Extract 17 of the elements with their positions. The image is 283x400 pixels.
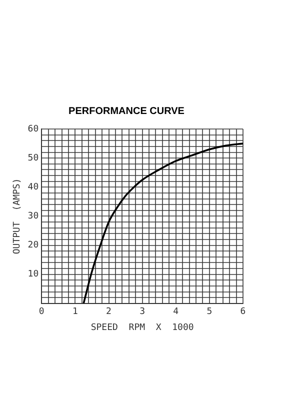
x-tick-label: 2 <box>106 307 112 318</box>
y-tick-label: 10 <box>28 270 39 280</box>
y-tick-label: 60 <box>28 124 39 134</box>
x-tick-label: 4 <box>173 307 179 318</box>
x-tick-label: 1 <box>72 307 78 318</box>
y-tick-label: 50 <box>28 153 39 164</box>
x-axis-title: SPEED RPM X 1000 <box>90 322 194 333</box>
y-tick-label: 30 <box>28 212 39 222</box>
line-series <box>82 142 243 304</box>
x-tick-label: 0 <box>38 307 44 318</box>
x-tick-label: 5 <box>206 307 212 318</box>
x-tick-label: 3 <box>140 307 146 318</box>
x-tick-label: 6 <box>240 307 246 318</box>
y-tick-label: 20 <box>28 240 39 251</box>
chart-title: PERFORMANCE CURVE <box>68 106 185 117</box>
y-axis-title: OUTPUT (AMPS) <box>12 178 23 254</box>
y-tick-label: 40 <box>28 182 39 192</box>
